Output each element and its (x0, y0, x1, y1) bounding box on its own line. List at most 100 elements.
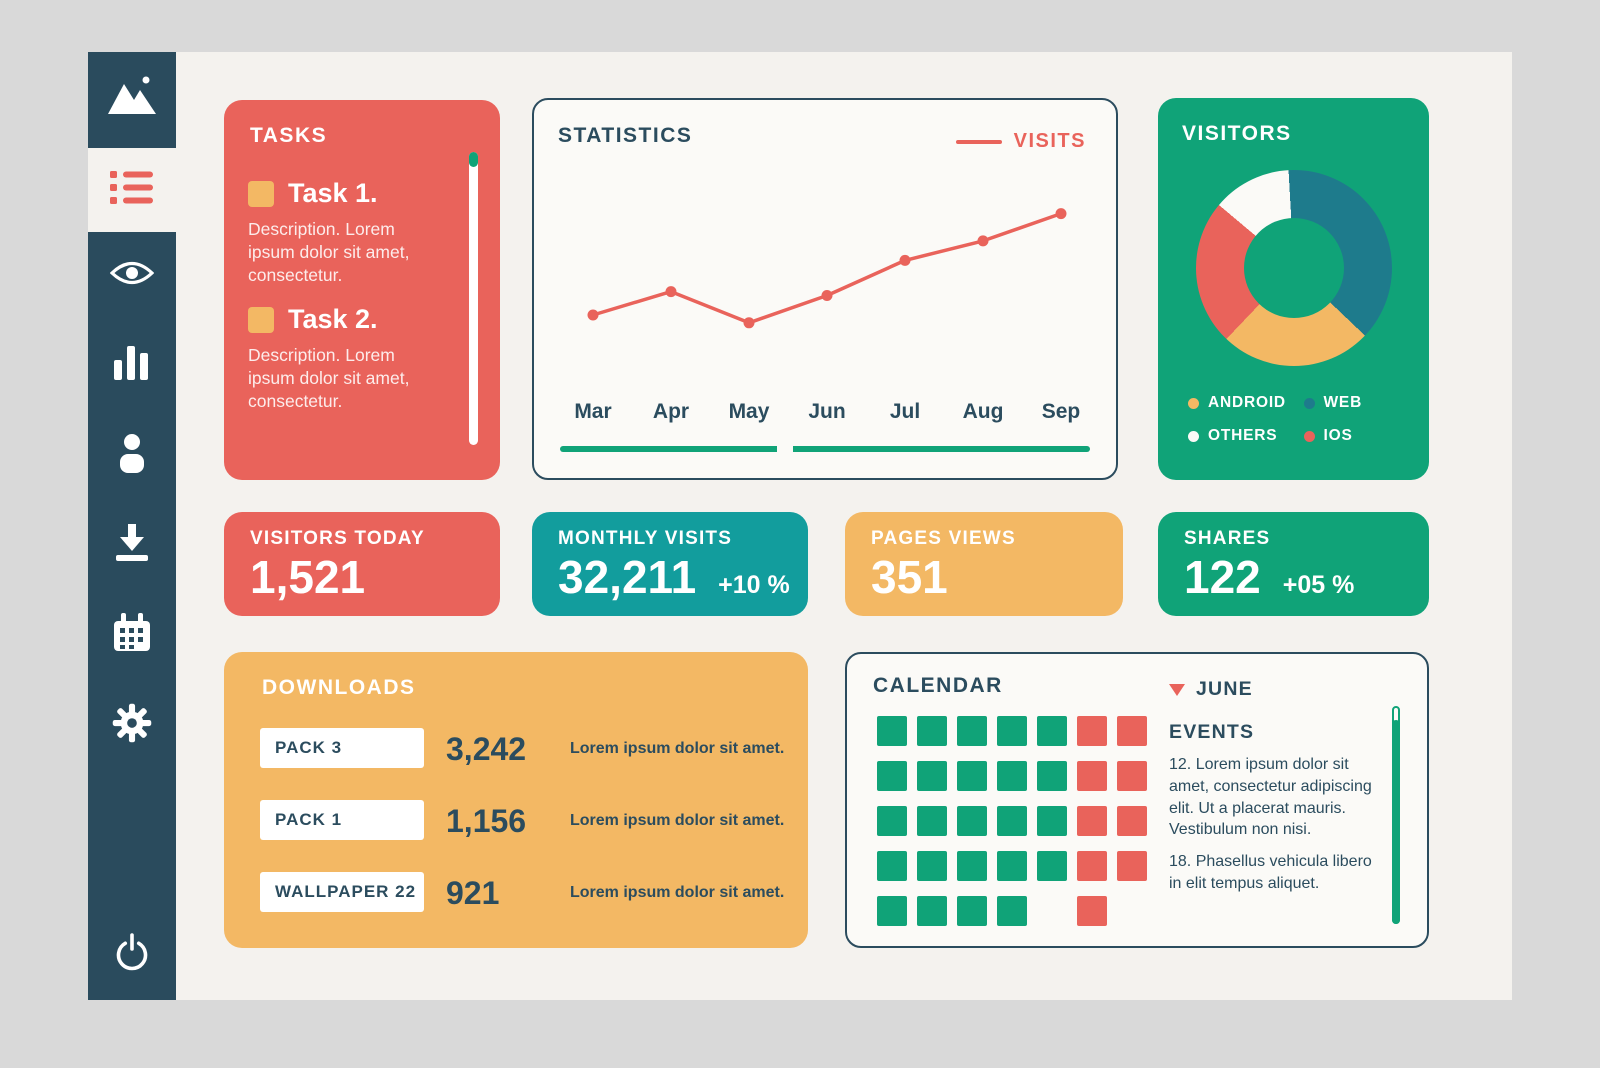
calendar-day-cell[interactable] (1117, 716, 1147, 746)
legend-label: ANDROID (1208, 394, 1286, 411)
user-icon (115, 433, 149, 478)
visitors-legend: ANDROID WEB OTHERS IOS (1188, 394, 1413, 445)
stat-card-value: 122 (1184, 551, 1261, 603)
event-entry: 12. Lorem ipsum dolor sit amet, consecte… (1169, 756, 1372, 839)
visits-data-point (977, 235, 989, 247)
calendar-day-cell[interactable] (917, 851, 947, 881)
calendar-scrollbar-thumb[interactable] (1392, 720, 1400, 924)
downloads-title: DOWNLOADS (262, 676, 416, 699)
visits-data-point (665, 286, 677, 298)
visits-data-point (821, 290, 833, 301)
tasks-scrollbar-thumb[interactable] (469, 152, 478, 167)
calendar-day-cell[interactable] (1077, 896, 1107, 926)
calendar-day-cell[interactable] (997, 851, 1027, 881)
sidebar-item-downloads[interactable] (88, 517, 176, 573)
visits-legend-line-icon (955, 139, 1002, 144)
task-checkbox[interactable] (248, 180, 274, 207)
legend-dot-icon (1303, 397, 1315, 409)
calendar-day-cell[interactable] (1077, 716, 1107, 746)
visits-data-point (587, 309, 599, 321)
calendar-day-cell[interactable] (877, 851, 907, 881)
calendar-day-cell[interactable] (957, 716, 987, 746)
download-count: 921 (446, 875, 500, 911)
calendar-day-cell[interactable] (1077, 761, 1107, 791)
download-pack-button[interactable]: PACK 1 (260, 800, 424, 840)
calendar-day-cell[interactable] (1037, 716, 1067, 746)
task-list-icon (110, 170, 154, 210)
calendar-day-cell[interactable] (1117, 851, 1147, 881)
statistics-scrollbar-notch (777, 446, 794, 452)
calendar-day-cell[interactable] (957, 851, 987, 881)
calendar-day-cell[interactable] (877, 806, 907, 836)
calendar-card: CALENDAR JUNE EVENTS 12. Lorem ipsum dol… (845, 652, 1429, 948)
download-pack-button[interactable]: PACK 3 (260, 728, 424, 768)
calendar-day-cell[interactable] (957, 896, 987, 926)
calendar-day-cell[interactable] (917, 761, 947, 791)
calendar-scrollbar[interactable] (1392, 706, 1400, 924)
download-pack-button[interactable]: WALLPAPER 22 (260, 872, 424, 912)
visits-data-point (899, 254, 911, 266)
download-row: PACK 1 1,156 Lorem ipsum dolor sit amet. (224, 800, 808, 842)
downloads-card: DOWNLOADS PACK 3 3,242 Lorem ipsum dolor… (224, 652, 808, 948)
calendar-day-cell[interactable] (1117, 761, 1147, 791)
calendar-day-cell[interactable] (997, 806, 1027, 836)
calendar-day-cell[interactable] (957, 761, 987, 791)
calendar-day-cell[interactable] (877, 761, 907, 791)
sidebar-item-views[interactable] (88, 247, 176, 303)
sidebar-item-settings[interactable] (88, 697, 176, 753)
legend-item: IOS (1303, 427, 1414, 445)
calendar-day-cell[interactable] (917, 806, 947, 836)
stat-card-title: PAGES VIEWS (871, 528, 1016, 549)
calendar-day-cell[interactable] (957, 806, 987, 836)
visits-legend-label: VISITS (1013, 130, 1086, 152)
month-label: Jul (889, 400, 921, 423)
visitors-title: VISITORS (1182, 122, 1292, 145)
calendar-day-cell[interactable] (997, 716, 1027, 746)
task-item: Task 1. Description. Lorem ipsum dolor s… (248, 178, 442, 287)
calendar-events-panel: JUNE EVENTS 12. Lorem ipsum dolor sit am… (1169, 678, 1381, 895)
sidebar-item-stats[interactable] (88, 337, 176, 393)
stat-card-title: VISITORS TODAY (250, 528, 425, 549)
calendar-day-cell[interactable] (997, 761, 1027, 791)
stat-card-monthly-visits: MONTHLY VISITS 32,211 +10 % (532, 512, 808, 616)
calendar-day-cell[interactable] (917, 896, 947, 926)
calendar-day-cell[interactable] (1037, 806, 1067, 836)
sidebar-item-tasks[interactable] (88, 148, 176, 232)
legend-label: IOS (1323, 427, 1353, 444)
visits-data-point (743, 317, 755, 329)
legend-item: WEB (1303, 394, 1414, 412)
calendar-day-cell[interactable] (1077, 851, 1107, 881)
tasks-title: TASKS (250, 124, 328, 147)
eye-icon (109, 258, 155, 293)
legend-label: OTHERS (1208, 427, 1278, 444)
power-icon (113, 932, 151, 978)
tasks-scrollbar[interactable] (469, 152, 478, 445)
sidebar-item-logout[interactable] (88, 927, 176, 983)
sidebar-item-calendar[interactable] (88, 607, 176, 663)
month-selector[interactable]: JUNE (1169, 678, 1381, 701)
visits-line-chart (554, 158, 1100, 410)
calendar-day-cell[interactable] (997, 896, 1027, 926)
download-note: Lorem ipsum dolor sit amet. (570, 812, 785, 829)
legend-label: WEB (1323, 394, 1363, 411)
month-labels: Mar Apr May Jun Jul Aug Sep (554, 400, 1100, 424)
calendar-day-cell[interactable] (917, 716, 947, 746)
task-checkbox[interactable] (248, 306, 274, 333)
calendar-day-cell[interactable] (1037, 851, 1067, 881)
calendar-day-cell[interactable] (877, 896, 907, 926)
calendar-day-cell (1037, 896, 1067, 926)
legend-dot-icon (1303, 430, 1315, 442)
calendar-day-cell[interactable] (877, 716, 907, 746)
visits-legend: VISITS (955, 130, 1086, 153)
calendar-day-cell[interactable] (1037, 761, 1067, 791)
sidebar-item-profile[interactable] (88, 427, 176, 483)
calendar-icon (112, 612, 152, 658)
statistics-scrollbar[interactable] (560, 446, 1090, 452)
download-pack-label: WALLPAPER 22 (275, 882, 417, 901)
calendar-day-cell[interactable] (1077, 806, 1107, 836)
calendar-day-cell[interactable] (1117, 806, 1147, 836)
app-logo[interactable] (88, 52, 176, 140)
stat-card-value: 32,211 (558, 551, 697, 603)
dropdown-arrow-icon (1169, 683, 1185, 696)
